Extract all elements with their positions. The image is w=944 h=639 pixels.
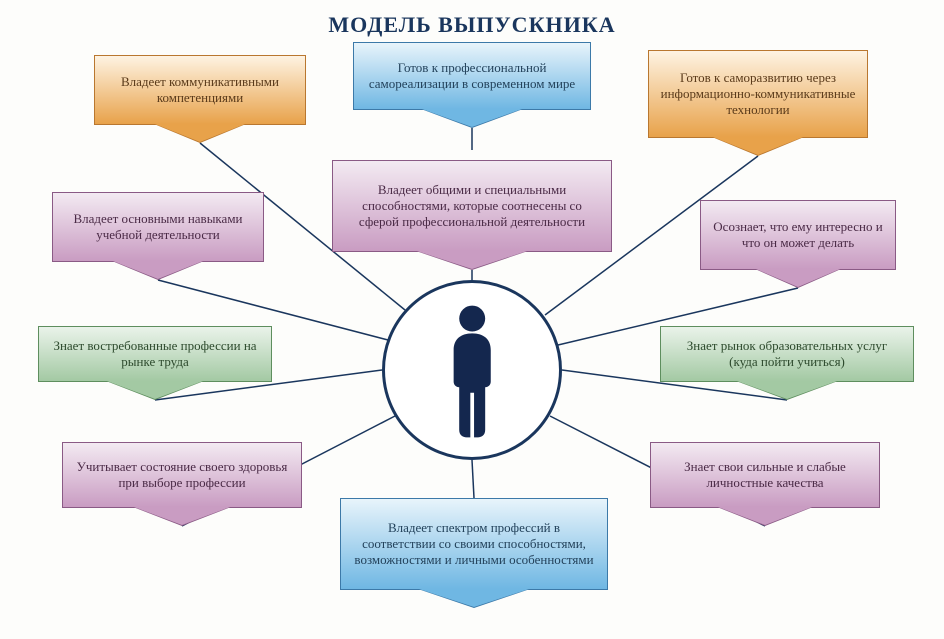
node-n9: Учитывает состояние своего здоровья при … <box>62 442 302 508</box>
chevron-down-icon <box>737 381 837 399</box>
node-n1: Владеет коммуникативными компетенциями <box>94 55 306 125</box>
chevron-down-icon <box>419 589 529 607</box>
node-n7: Знает востребованные профессии на рынке … <box>38 326 272 382</box>
node-label: Знает востребованные профессии на рынке … <box>49 338 261 371</box>
node-n11: Владеет спектром профессий в соответстви… <box>340 498 608 590</box>
node-n2: Готов к профессиональной самореализации … <box>353 42 591 110</box>
node-n10: Знает свои сильные и слабые личностные к… <box>650 442 880 508</box>
node-label: Знает свои сильные и слабые личностные к… <box>661 459 869 492</box>
node-label: Готов к саморазвитию через информационно… <box>659 70 857 119</box>
node-label: Готов к профессиональной самореализации … <box>364 60 580 93</box>
person-icon <box>420 300 524 439</box>
node-label: Владеет основными навыками учебной деяте… <box>63 211 253 244</box>
node-label: Владеет спектром профессий в соответстви… <box>351 520 597 569</box>
node-n4: Владеет общими и специальными способност… <box>332 160 612 252</box>
node-label: Осознает, что ему интересно и что он мож… <box>711 219 885 252</box>
chevron-down-icon <box>107 381 203 399</box>
chevron-down-icon <box>155 124 245 142</box>
chevron-down-icon <box>134 507 230 525</box>
chevron-down-icon <box>756 269 840 287</box>
node-label: Знает рынок образовательных услуг (куда … <box>671 338 903 371</box>
diagram-title: МОДЕЛЬ ВЫПУСКНИКА <box>0 12 944 38</box>
chevron-down-icon <box>713 137 803 155</box>
chevron-down-icon <box>113 261 203 279</box>
node-n6: Осознает, что ему интересно и что он мож… <box>700 200 896 270</box>
node-label: Владеет коммуникативными компетенциями <box>105 74 295 107</box>
chevron-down-icon <box>417 251 527 269</box>
node-label: Учитывает состояние своего здоровья при … <box>73 459 291 492</box>
chevron-down-icon <box>422 109 522 127</box>
node-label: Владеет общими и специальными способност… <box>343 182 601 231</box>
node-n8: Знает рынок образовательных услуг (куда … <box>660 326 914 382</box>
node-n3: Готов к саморазвитию через информационно… <box>648 50 868 138</box>
center-circle <box>382 280 562 460</box>
chevron-down-icon <box>718 507 812 525</box>
node-n5: Владеет основными навыками учебной деяте… <box>52 192 264 262</box>
